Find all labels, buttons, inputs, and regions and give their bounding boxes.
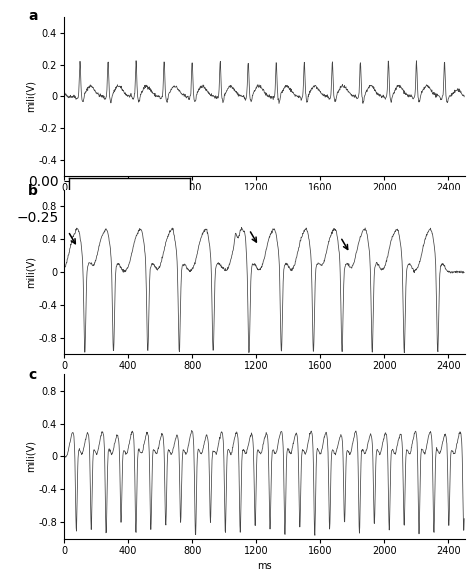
X-axis label: ms: ms [257,561,272,571]
Text: T: T [148,210,155,221]
X-axis label: ms: ms [257,198,272,208]
Text: P: P [93,210,100,221]
Text: b: b [28,184,38,198]
Text: a: a [28,9,37,24]
Text: c: c [28,368,36,382]
Y-axis label: mili(V): mili(V) [26,256,36,288]
Y-axis label: mili(V): mili(V) [26,441,36,472]
Y-axis label: mili(V): mili(V) [26,81,36,112]
X-axis label: ms: ms [257,377,272,386]
Text: QRS: QRS [117,199,139,209]
